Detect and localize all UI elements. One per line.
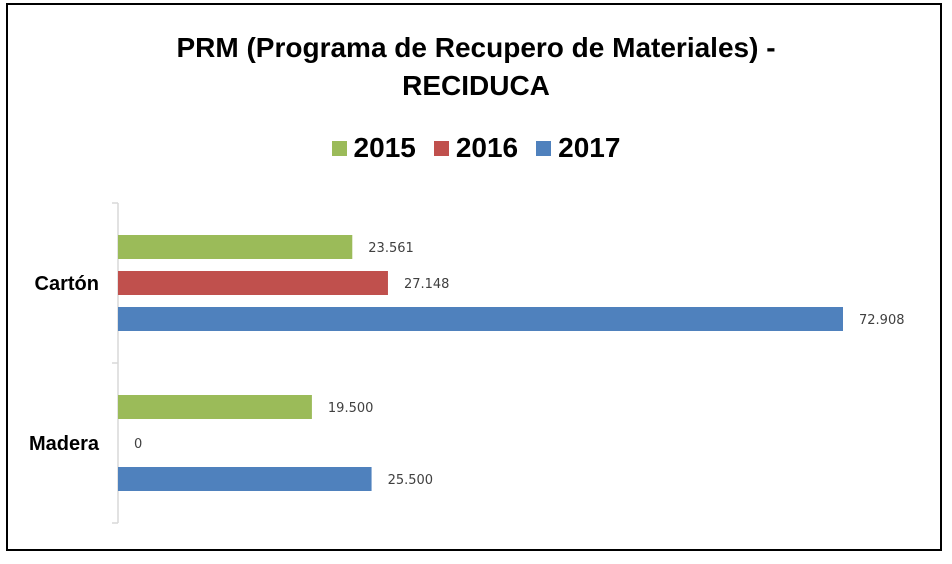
legend-swatch-2015 xyxy=(331,140,347,156)
bar-madera-2017 xyxy=(118,467,372,491)
legend-item-2016: 2016 xyxy=(433,131,519,165)
legend-label-2016: 2016 xyxy=(455,132,519,163)
legend-swatch-2016 xyxy=(433,140,449,156)
bar-cartón-2015 xyxy=(118,235,353,259)
category-label-cartón: Cartón xyxy=(35,273,99,295)
legend-label-2017: 2017 xyxy=(558,132,621,163)
data-label-madera-2017: 25.500 xyxy=(388,473,434,488)
bar-madera-2015 xyxy=(118,395,312,419)
data-label-madera-2016: 0 xyxy=(134,437,142,452)
legend-item-2017: 2017 xyxy=(536,131,620,165)
legend-item-2015: 2015 xyxy=(331,131,416,165)
legend-swatch-2017 xyxy=(536,140,552,156)
category-label-madera: Madera xyxy=(29,433,100,455)
chart-title-line-2: RECIDUCA xyxy=(402,70,550,101)
chart-legend: 2015 2016 2017 xyxy=(0,131,952,165)
data-label-cartón-2016: 27.148 xyxy=(404,277,450,292)
bar-cartón-2016 xyxy=(118,271,388,295)
bar-cartón-2017 xyxy=(118,307,843,331)
chart-title-line-1: PRM (Programa de Recupero de Materiales)… xyxy=(176,32,776,63)
data-label-madera-2015: 19.500 xyxy=(328,401,374,416)
data-label-cartón-2015: 23.561 xyxy=(368,241,414,256)
legend-label-2015: 2015 xyxy=(353,132,416,163)
data-label-cartón-2017: 72.908 xyxy=(859,313,905,328)
